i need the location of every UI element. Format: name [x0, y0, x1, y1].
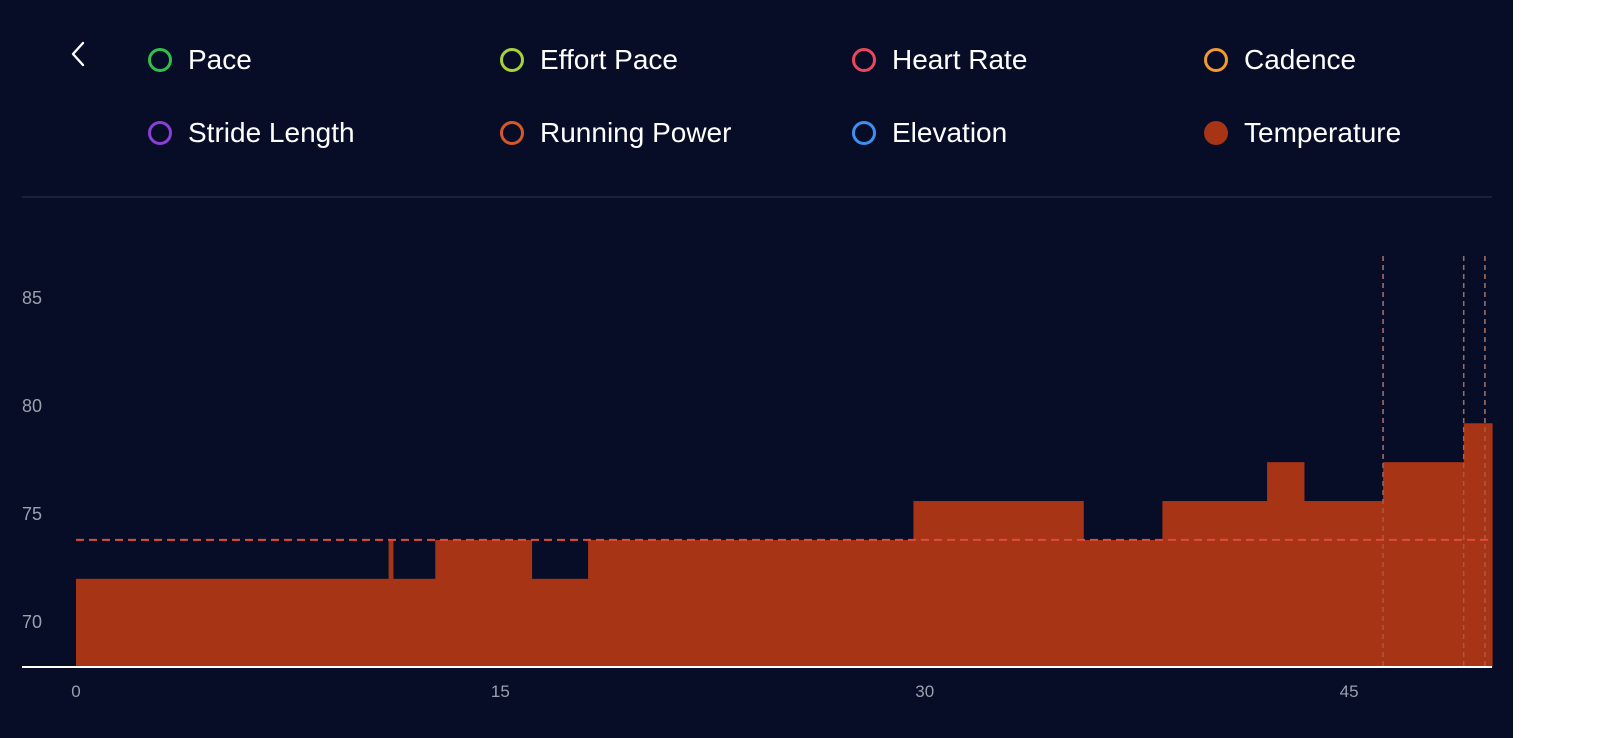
temperature-step [392, 578, 436, 667]
circle-outline-icon [852, 48, 876, 72]
temperature-step [1303, 501, 1384, 667]
temperature-step [388, 539, 394, 667]
temperature-step [1162, 501, 1268, 667]
legend-item-cadence[interactable]: Cadence [1204, 40, 1513, 80]
y-tick-label: 80 [22, 396, 42, 416]
temperature-step [588, 539, 915, 667]
chart-overlay [22, 256, 1492, 668]
legend-item-pace[interactable]: Pace [148, 40, 500, 80]
legend-label: Pace [188, 44, 252, 75]
x-tick-label: 15 [491, 682, 510, 701]
legend-label: Elevation [892, 117, 1008, 148]
chart-screen: Pace Effort Pace Heart Rate Cadence Stride L… [0, 0, 1513, 738]
temperature-step [1267, 462, 1305, 667]
temperature-step [531, 578, 589, 667]
temperature-step [435, 539, 533, 667]
circle-outline-icon [852, 121, 876, 145]
filled-circle-icon [1204, 121, 1228, 145]
x-tick-label: 0 [71, 682, 80, 701]
y-tick-label: 70 [22, 612, 42, 632]
legend-item-running-power[interactable]: Running Power [500, 113, 852, 153]
y-tick-label: 75 [22, 504, 42, 524]
legend-item-temperature[interactable]: Temperature [1204, 113, 1513, 153]
circle-outline-icon [500, 121, 524, 145]
circle-outline-icon [148, 121, 172, 145]
x-tick-label: 30 [915, 682, 934, 701]
circle-outline-icon [1204, 48, 1228, 72]
circle-outline-icon [500, 48, 524, 72]
temperature-chart: 70 75 80 85 0 15 30 45 [22, 256, 1493, 701]
temperature-step [1383, 462, 1465, 667]
legend-item-elevation[interactable]: Elevation [852, 113, 1204, 153]
legend-label: Running Power [540, 117, 732, 148]
temperature-step [1083, 539, 1164, 667]
legend-item-stride-length[interactable]: Stride Length [148, 113, 500, 153]
metric-legend: Pace Effort Pace Heart Rate Cadence Stride L… [148, 40, 1448, 186]
divider [22, 196, 1492, 198]
legend-label: Heart Rate [892, 44, 1028, 75]
legend-label: Stride Length [188, 117, 355, 148]
legend-label: Temperature [1244, 117, 1402, 148]
temperature-step [76, 578, 390, 667]
temperature-step [1463, 423, 1493, 667]
legend-item-heart-rate[interactable]: Heart Rate [852, 40, 1204, 80]
x-axis-ticks: 0 15 30 45 [71, 682, 1358, 701]
legend-label: Effort Pace [540, 44, 679, 75]
temperature-step [913, 501, 1084, 667]
legend-label: Cadence [1244, 44, 1357, 75]
circle-outline-icon [148, 48, 172, 72]
legend-item-effort-pace[interactable]: Effort Pace [500, 40, 852, 80]
y-axis-ticks: 70 75 80 85 [22, 288, 42, 632]
back-button[interactable] [62, 36, 94, 72]
chevron-left-icon [71, 41, 85, 67]
temperature-series [76, 423, 1493, 667]
y-tick-label: 85 [22, 288, 42, 308]
x-tick-label: 45 [1340, 682, 1359, 701]
